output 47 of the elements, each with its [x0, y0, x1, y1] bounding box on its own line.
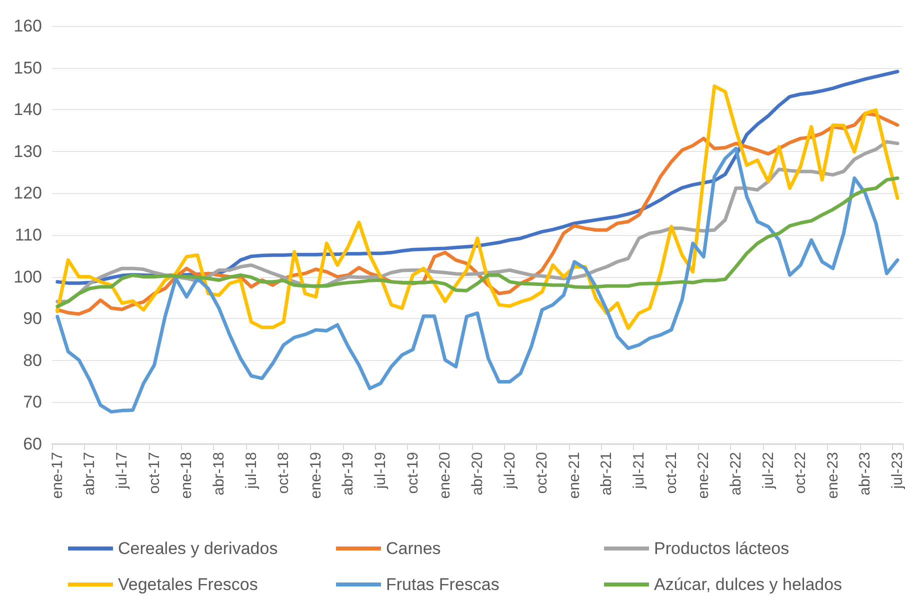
x-tick-label: oct-20 [534, 452, 551, 494]
y-tick-label: 90 [23, 309, 42, 328]
x-tick-label: jul-19 [372, 452, 390, 490]
line-series [56, 176, 900, 308]
x-tick-label: abr-18 [210, 452, 228, 496]
x-tick-label: abr-22 [727, 452, 744, 496]
y-tick-label: 70 [23, 392, 42, 412]
legend-label: Productos lácteos [654, 539, 790, 558]
x-tick-label: ene-18 [178, 452, 196, 499]
y-tick-label: 100 [14, 267, 42, 286]
y-tick-label: 120 [14, 184, 42, 203]
y-tick-label: 140 [14, 100, 42, 120]
x-tick-label: jul-17 [114, 452, 131, 490]
x-tick-label: ene-20 [436, 452, 454, 499]
x-tick-label: abr-21 [598, 452, 616, 496]
x-tick-label: abr-23 [856, 452, 874, 496]
x-tick-label: jul-18 [242, 452, 260, 490]
x-tick-label: oct-17 [146, 452, 163, 494]
x-tick-label: jul-21 [630, 452, 648, 490]
y-tick-label: 160 [14, 16, 42, 36]
x-tick-label: jul-22 [760, 452, 777, 490]
x-tick-label: jul-20 [501, 452, 518, 490]
x-tick-label: ene-17 [48, 452, 66, 499]
legend-label: Vegetales Frescos [118, 575, 258, 594]
legend-label: Cereales y derivados [118, 539, 278, 558]
x-tick-label: abr-20 [468, 452, 486, 496]
x-tick-label: jul-23 [889, 452, 905, 490]
y-tick-label: 80 [23, 350, 42, 370]
y-tick-label: 110 [14, 226, 42, 244]
y-tick-label: 60 [23, 434, 42, 454]
legend-label: Azúcar, dulces y helados [654, 575, 842, 594]
y-tick-label: 150 [14, 58, 42, 78]
x-tick-label: abr-19 [340, 452, 357, 496]
x-tick-label: ene-23 [824, 452, 842, 499]
x-tick-label: oct-18 [275, 452, 292, 494]
line-series [56, 84, 900, 330]
y-tick-label: 130 [14, 142, 42, 161]
x-tick-label: oct-21 [662, 452, 680, 494]
line-series [56, 146, 900, 414]
x-tick-label: oct-22 [792, 452, 810, 494]
x-tick-label: abr-17 [81, 452, 98, 496]
x-tick-label: ene-21 [566, 452, 583, 499]
x-tick-label: ene-19 [307, 452, 324, 499]
x-tick-label: ene-22 [695, 452, 712, 499]
legend-label: Carnes [386, 539, 441, 558]
legend-label: Frutas Frescas [386, 575, 500, 594]
x-tick-label: oct-19 [404, 452, 422, 494]
